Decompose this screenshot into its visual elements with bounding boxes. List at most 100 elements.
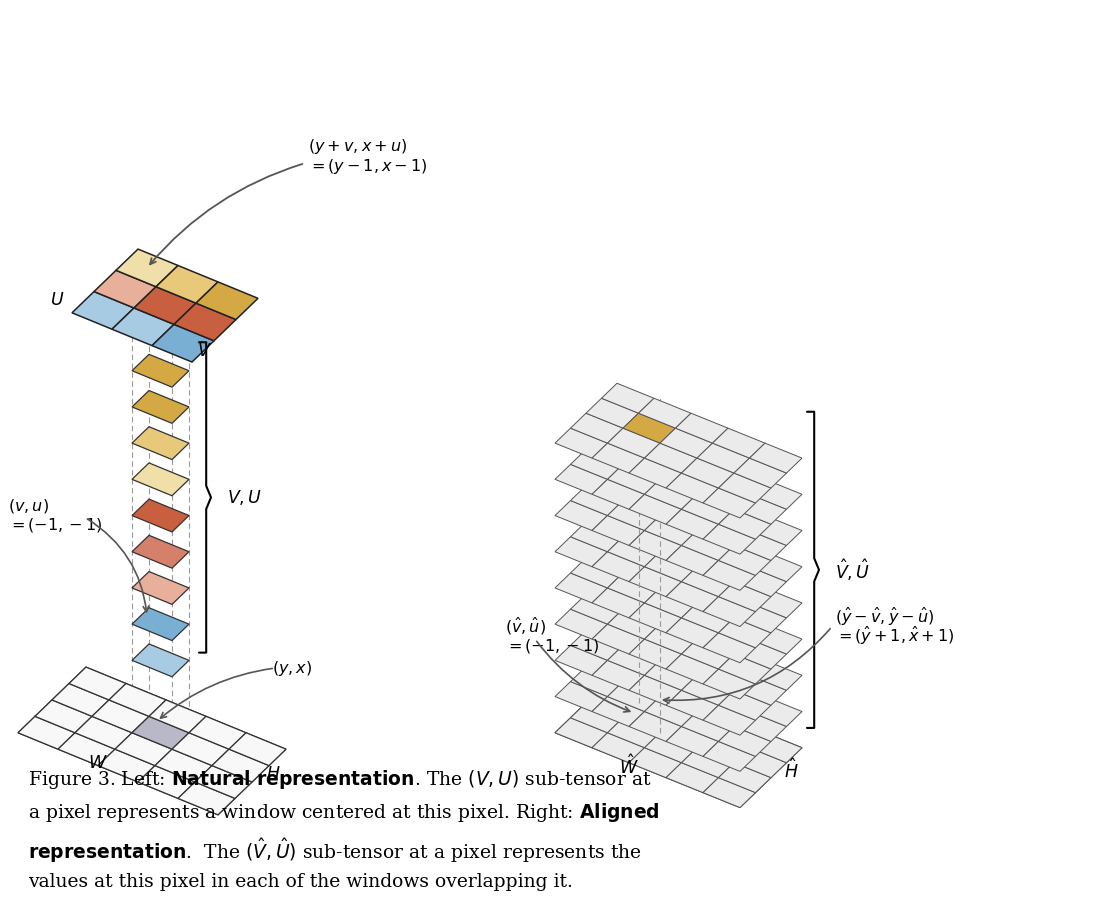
Polygon shape (555, 501, 607, 530)
Polygon shape (607, 537, 660, 567)
Polygon shape (172, 733, 229, 766)
Polygon shape (712, 645, 765, 675)
Polygon shape (586, 615, 639, 645)
Polygon shape (639, 507, 690, 537)
Polygon shape (607, 717, 660, 748)
Polygon shape (697, 479, 750, 509)
Polygon shape (719, 690, 770, 720)
Polygon shape (660, 717, 712, 748)
Polygon shape (178, 782, 235, 814)
Polygon shape (629, 530, 682, 560)
Polygon shape (602, 456, 654, 485)
Polygon shape (639, 399, 690, 428)
Text: $= (y-1, x-1)$: $= (y-1, x-1)$ (308, 156, 427, 175)
Polygon shape (675, 485, 728, 515)
Polygon shape (697, 588, 750, 618)
Polygon shape (58, 733, 115, 766)
Polygon shape (712, 464, 765, 494)
Polygon shape (75, 717, 132, 749)
Polygon shape (592, 733, 644, 762)
Polygon shape (675, 558, 728, 588)
Polygon shape (623, 522, 675, 552)
Polygon shape (734, 748, 787, 778)
Polygon shape (602, 600, 654, 631)
Polygon shape (682, 748, 734, 778)
Polygon shape (586, 543, 639, 573)
Text: $(\hat{v}, \hat{u})$: $(\hat{v}, \hat{u})$ (505, 616, 546, 637)
Polygon shape (750, 696, 802, 727)
Polygon shape (639, 434, 690, 464)
Polygon shape (602, 673, 654, 703)
Polygon shape (644, 588, 697, 618)
Polygon shape (644, 552, 697, 581)
Polygon shape (195, 766, 252, 799)
Polygon shape (623, 413, 675, 443)
Polygon shape (592, 660, 644, 690)
Polygon shape (660, 610, 712, 639)
Polygon shape (35, 700, 92, 733)
Polygon shape (682, 639, 734, 669)
Polygon shape (109, 684, 165, 717)
Polygon shape (666, 762, 719, 792)
Polygon shape (571, 631, 623, 660)
Polygon shape (52, 684, 109, 717)
Polygon shape (644, 660, 697, 690)
Polygon shape (750, 624, 802, 654)
Polygon shape (675, 522, 728, 552)
Polygon shape (712, 573, 765, 603)
Text: $V$: $V$ (197, 342, 212, 360)
Polygon shape (149, 700, 206, 733)
Polygon shape (58, 733, 115, 766)
Polygon shape (132, 355, 189, 388)
Polygon shape (109, 684, 165, 717)
Polygon shape (666, 546, 719, 576)
Text: $(\hat{y} - \hat{v}, \hat{y} - \hat{u})$: $(\hat{y} - \hat{v}, \hat{y} - \hat{u})$ (835, 606, 934, 628)
Polygon shape (639, 543, 690, 573)
Polygon shape (623, 485, 675, 515)
Polygon shape (712, 501, 765, 530)
Polygon shape (666, 727, 719, 757)
Polygon shape (629, 494, 682, 525)
Polygon shape (156, 265, 218, 303)
Polygon shape (571, 666, 623, 696)
Polygon shape (623, 703, 675, 733)
Polygon shape (697, 552, 750, 581)
Polygon shape (660, 682, 712, 711)
Polygon shape (682, 675, 734, 706)
Polygon shape (629, 711, 682, 741)
Polygon shape (607, 573, 660, 603)
Polygon shape (555, 573, 607, 603)
Polygon shape (660, 428, 712, 458)
Text: $\hat{W}$: $\hat{W}$ (619, 754, 639, 778)
Polygon shape (712, 682, 765, 711)
Polygon shape (703, 778, 755, 808)
Text: $\hat{V}, \hat{U}$: $\hat{V}, \hat{U}$ (835, 557, 870, 583)
Polygon shape (675, 703, 728, 733)
Polygon shape (132, 390, 189, 423)
Polygon shape (602, 637, 654, 666)
Text: $W$: $W$ (88, 754, 107, 772)
Polygon shape (660, 717, 712, 748)
Polygon shape (675, 450, 728, 479)
Polygon shape (629, 639, 682, 669)
Polygon shape (592, 624, 644, 654)
Polygon shape (132, 608, 189, 641)
Polygon shape (666, 473, 719, 503)
Polygon shape (115, 733, 172, 766)
Polygon shape (555, 428, 607, 458)
Polygon shape (644, 515, 697, 546)
Text: $= (-1, -1)$: $= (-1, -1)$ (8, 516, 102, 534)
Polygon shape (555, 682, 607, 711)
Polygon shape (571, 594, 623, 624)
Polygon shape (697, 624, 750, 654)
Polygon shape (682, 711, 734, 741)
Polygon shape (703, 560, 755, 590)
Polygon shape (94, 271, 156, 308)
Polygon shape (750, 515, 802, 546)
Polygon shape (644, 733, 697, 762)
Polygon shape (639, 471, 690, 501)
Polygon shape (555, 537, 607, 567)
Text: Figure 3. Left: $\bf{Natural\ representation}$. The $(V, U)$ sub-tensor at
a pix: Figure 3. Left: $\bf{Natural\ representa… (28, 769, 660, 891)
Polygon shape (149, 700, 206, 733)
Polygon shape (555, 645, 607, 675)
